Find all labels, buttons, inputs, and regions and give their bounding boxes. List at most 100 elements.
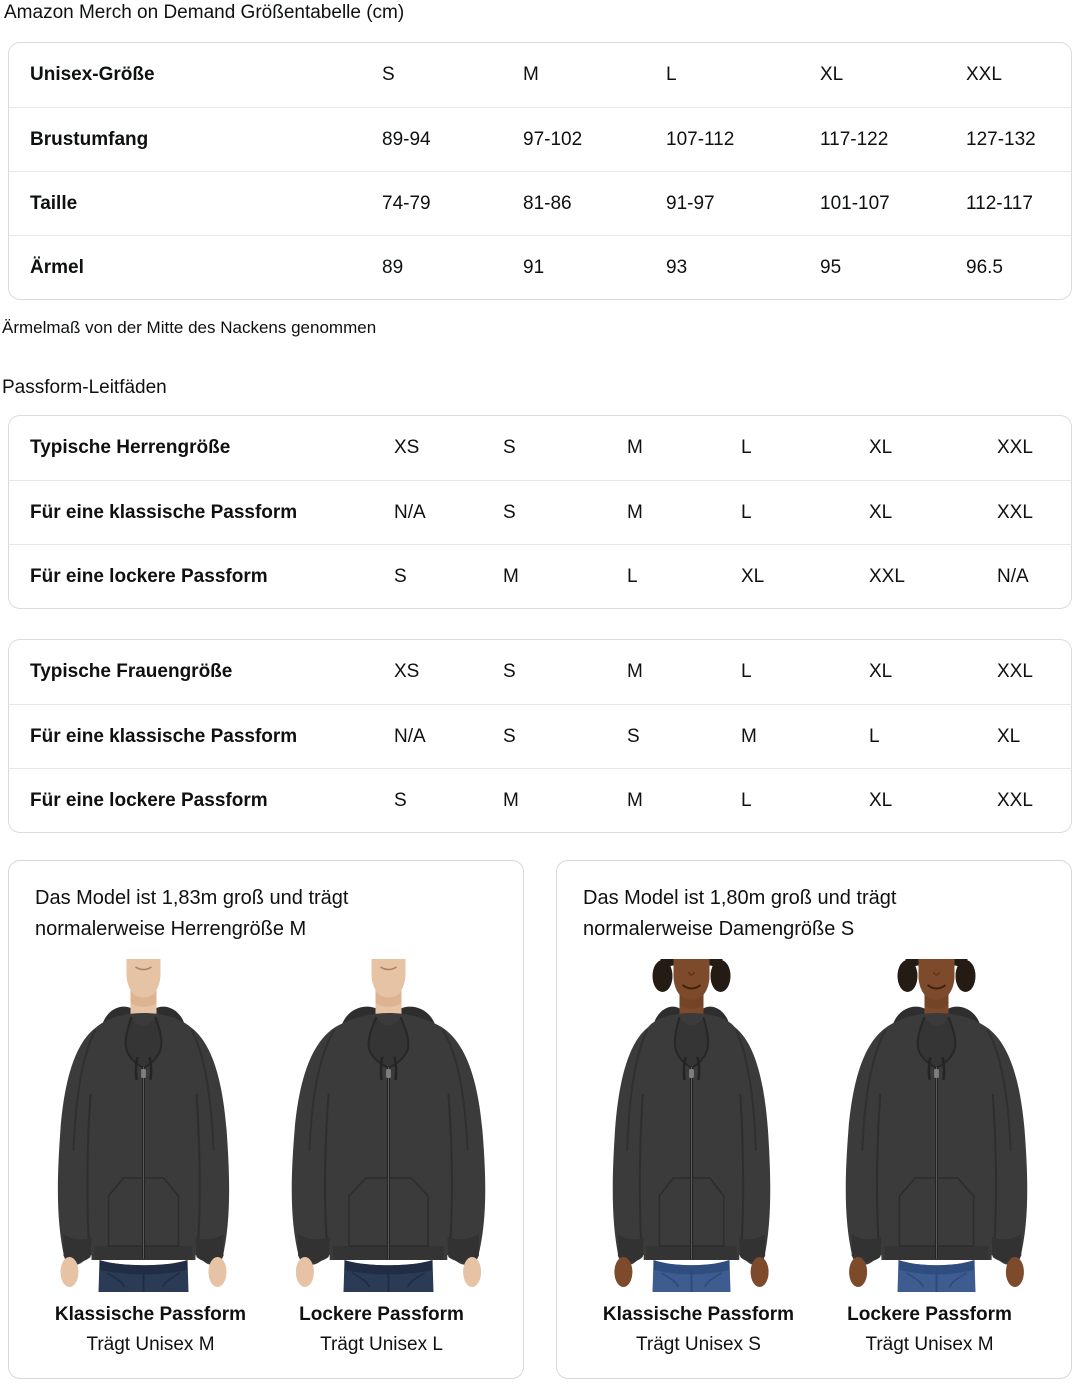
value-cell: 89	[382, 256, 404, 278]
model-photo-classic-fit	[37, 959, 250, 1292]
size-worn-label: Trägt Unisex L	[320, 1334, 443, 1355]
value-cell: S	[394, 789, 407, 811]
caption-classic-fit: Klassische Passform Trägt Unisex S	[583, 1300, 814, 1360]
value-cell: S	[627, 725, 640, 747]
value-cell: 96.5	[966, 256, 1003, 278]
page-title: Amazon Merch on Demand Größentabelle (cm…	[4, 2, 405, 23]
value-cell: 91	[523, 256, 545, 278]
fit-label: Lockere Passform	[299, 1304, 464, 1325]
model-photo-loose-fit	[830, 959, 1043, 1292]
womens-fit-table: Typische Frauengröße XS S M L XL XXL Für…	[8, 639, 1072, 833]
value-cell: XXL	[997, 501, 1033, 523]
table-row: Taille 74-79 81-86 91-97 101-107 112-117	[9, 171, 1071, 235]
value-cell: 101-107	[820, 192, 890, 214]
size-header-cell: XS	[394, 437, 420, 458]
model-card-women: Das Model ist 1,80m groß und trägt norma…	[556, 860, 1072, 1379]
value-cell: 112-117	[966, 192, 1033, 214]
size-header-cell: L	[741, 437, 752, 458]
value-cell: 93	[666, 256, 688, 278]
size-worn-label: Trägt Unisex M	[86, 1334, 215, 1355]
model-photo-classic-fit	[585, 959, 798, 1292]
size-worn-label: Trägt Unisex S	[636, 1334, 761, 1355]
size-header-cell: XL	[820, 64, 844, 85]
size-header-cell: XL	[869, 661, 893, 682]
size-header-cell: L	[741, 661, 752, 682]
value-cell: N/A	[394, 501, 426, 523]
value-cell: 97-102	[523, 128, 583, 150]
value-cell: L	[627, 565, 638, 587]
value-cell: M	[503, 789, 519, 811]
value-cell: M	[627, 501, 643, 523]
model-photos	[583, 959, 1045, 1292]
size-worn-label: Trägt Unisex M	[865, 1334, 994, 1355]
size-header-cell: XXL	[997, 437, 1033, 458]
size-header-cell: L	[666, 64, 677, 85]
mens-fit-table: Typische Herrengröße XS S M L XL XXL Für…	[8, 415, 1072, 609]
size-header-cell: S	[503, 437, 516, 458]
table-header-row: Typische Frauengröße XS S M L XL XXL	[9, 640, 1071, 704]
size-header-cell: M	[627, 437, 643, 458]
caption-loose-fit: Lockere Passform Trägt Unisex M	[814, 1300, 1045, 1360]
value-cell: S	[394, 565, 407, 587]
value-cell: XL	[869, 501, 893, 523]
value-cell: S	[503, 501, 516, 523]
table-row: Für eine lockere Passform S M L XL XXL N…	[9, 544, 1071, 608]
size-header-cell: XL	[869, 437, 893, 458]
value-cell: L	[741, 789, 752, 811]
table-row: Für eine lockere Passform S M M L XL XXL	[9, 768, 1071, 832]
size-header-cell: M	[523, 64, 539, 85]
value-cell: 107-112	[666, 128, 735, 150]
value-cell: XXL	[997, 789, 1033, 811]
value-cell: S	[503, 725, 516, 747]
value-cell: N/A	[997, 565, 1029, 587]
caption-loose-fit: Lockere Passform Trägt Unisex L	[266, 1300, 497, 1360]
size-header-cell: XXL	[966, 64, 1002, 85]
model-cards-row: Das Model ist 1,83m groß und trägt norma…	[8, 860, 1072, 1379]
row-label: Für eine lockere Passform	[30, 789, 268, 811]
value-cell: XL	[997, 725, 1021, 747]
value-cell: N/A	[394, 725, 426, 747]
fit-label: Klassische Passform	[54, 1304, 247, 1325]
size-header-cell: S	[503, 661, 516, 682]
model-card-men: Das Model ist 1,83m groß und trägt norma…	[8, 860, 524, 1379]
row-label: Für eine klassische Passform	[30, 725, 298, 747]
row-label: Unisex-Größe	[30, 64, 155, 85]
value-cell: 91-97	[666, 192, 715, 214]
value-cell: 89-94	[382, 128, 431, 150]
value-cell: 117-122	[820, 128, 889, 150]
fit-label: Lockere Passform	[847, 1304, 1012, 1325]
table-header-row: Typische Herrengröße XS S M L XL XXL	[9, 416, 1071, 480]
row-label: Taille	[30, 192, 78, 214]
model-photos	[35, 959, 497, 1292]
value-cell: M	[627, 789, 643, 811]
value-cell: 74-79	[382, 192, 431, 214]
size-header-cell: XXL	[997, 661, 1033, 682]
model-description: Das Model ist 1,83m groß und trägt norma…	[35, 887, 349, 940]
table-row: Für eine klassische Passform N/A S M L X…	[9, 480, 1071, 544]
value-cell: XL	[741, 565, 765, 587]
model-description: Das Model ist 1,80m groß und trägt norma…	[583, 887, 897, 940]
row-label: Für eine lockere Passform	[30, 565, 268, 587]
value-cell: M	[741, 725, 757, 747]
photo-captions: Klassische Passform Trägt Unisex S Locke…	[583, 1300, 1045, 1360]
table-row: Ärmel 89 91 93 95 96.5	[9, 235, 1071, 299]
value-cell: 95	[820, 256, 842, 278]
value-cell: 81-86	[523, 192, 572, 214]
row-label: Typische Herrengröße	[30, 437, 231, 458]
row-label: Brustumfang	[30, 128, 149, 150]
size-chart-table: Unisex-Größe S M L XL XXL Brustumfang 89…	[8, 42, 1072, 300]
row-label: Für eine klassische Passform	[30, 501, 298, 523]
caption-classic-fit: Klassische Passform Trägt Unisex M	[35, 1300, 266, 1360]
value-cell: XL	[869, 789, 893, 811]
value-cell: XXL	[869, 565, 905, 587]
table-row: Für eine klassische Passform N/A S S M L…	[9, 704, 1071, 768]
table-header-row: Unisex-Größe S M L XL XXL	[9, 43, 1071, 107]
value-cell: L	[741, 501, 752, 523]
row-label: Ärmel	[30, 256, 84, 278]
value-cell: L	[869, 725, 880, 747]
sleeve-measure-note: Ärmelmaß von der Mitte des Nackens genom…	[2, 318, 377, 337]
photo-captions: Klassische Passform Trägt Unisex M Locke…	[35, 1300, 497, 1360]
value-cell: M	[503, 565, 519, 587]
size-header-cell: S	[382, 64, 395, 85]
table-row: Brustumfang 89-94 97-102 107-112 117-122…	[9, 107, 1071, 171]
